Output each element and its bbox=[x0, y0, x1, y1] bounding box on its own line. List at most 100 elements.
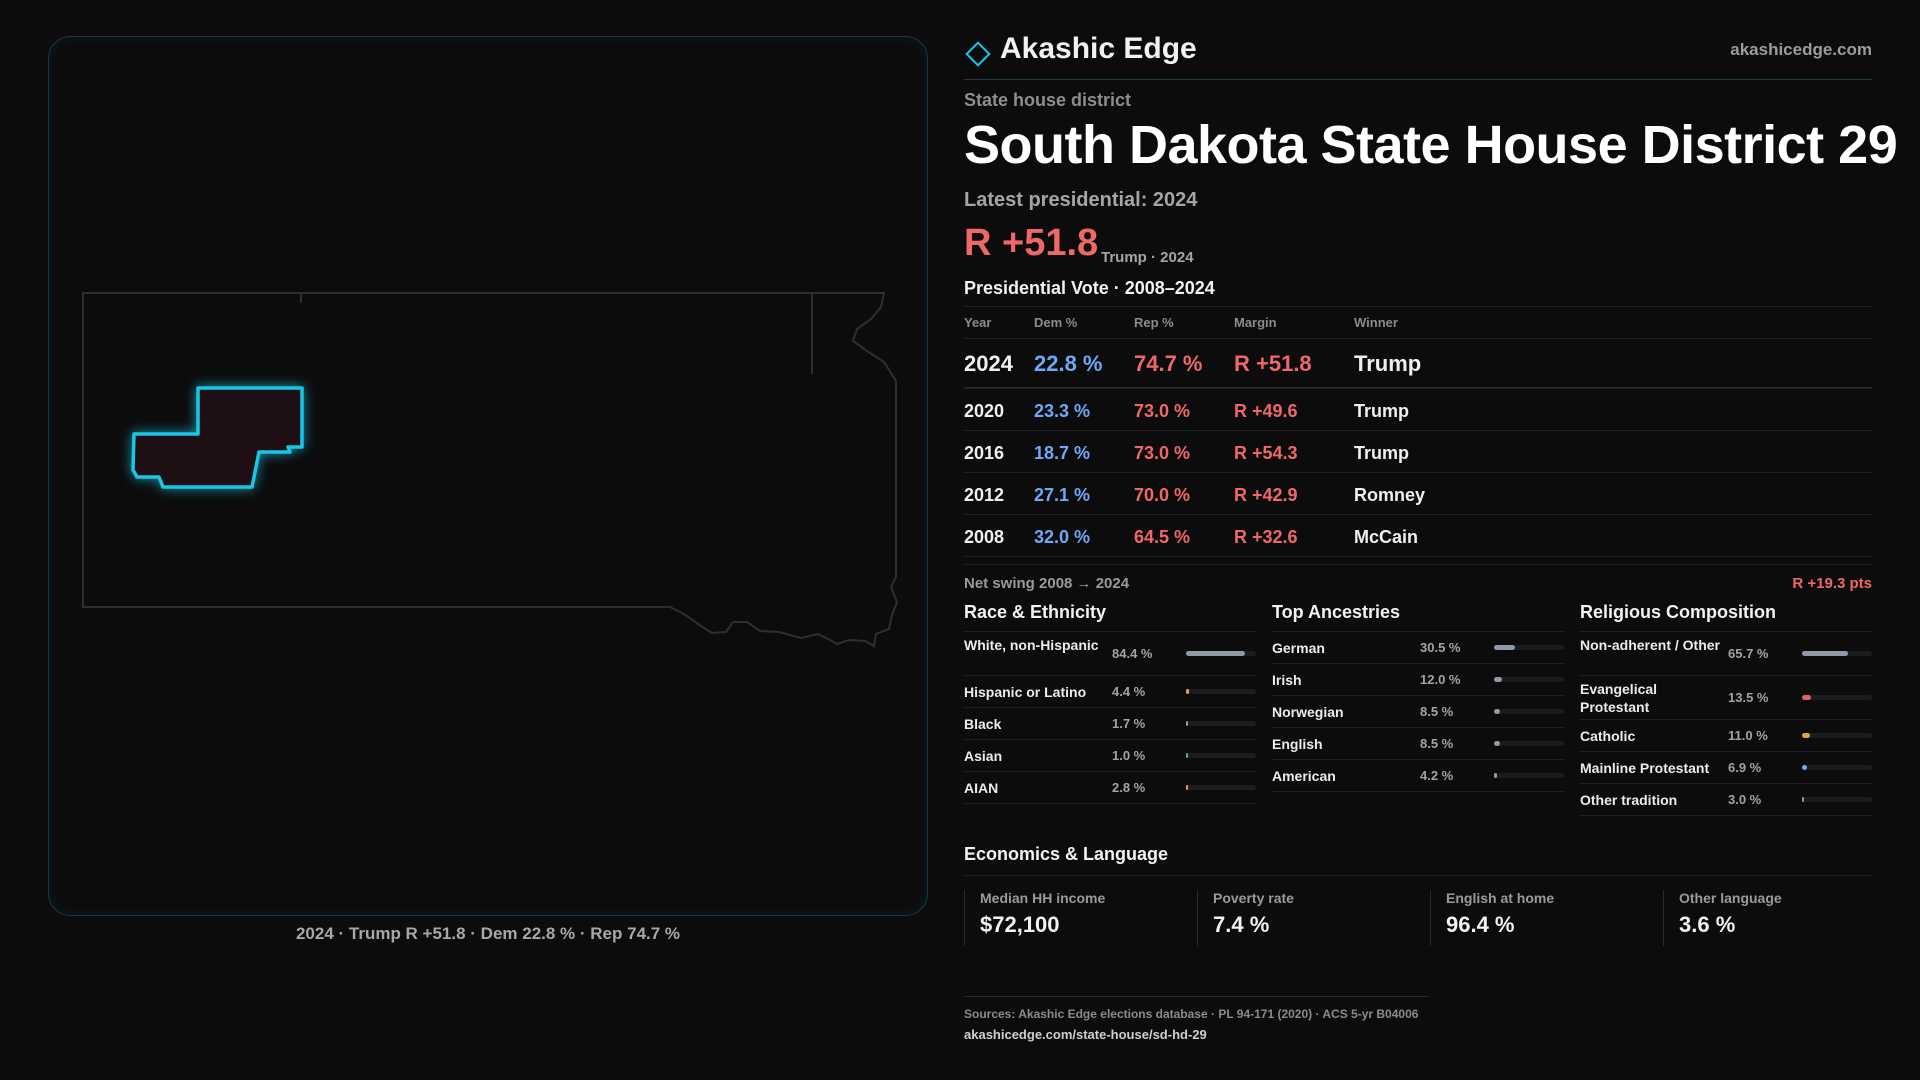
stat-value: 8.5 % bbox=[1420, 736, 1454, 751]
winner-cell: Trump bbox=[1354, 443, 1410, 463]
net-swing-value: R +19.3 pts bbox=[1792, 575, 1872, 592]
stat-bar bbox=[1186, 753, 1256, 758]
stat-bar bbox=[1802, 733, 1872, 738]
year-cell: 2012 bbox=[964, 485, 1005, 505]
district-shape[interactable] bbox=[131, 386, 304, 489]
dem-cell: 27.1 % bbox=[1034, 485, 1091, 505]
stat-bar-fill bbox=[1186, 753, 1188, 758]
stat-bar-fill bbox=[1802, 651, 1848, 656]
column-header-dem: Dem % bbox=[1034, 315, 1078, 330]
brand-header: Akashic Edge akashicedge.com bbox=[964, 30, 1872, 80]
map-panel[interactable] bbox=[48, 36, 928, 916]
dem-cell: 32.0 % bbox=[1034, 527, 1091, 547]
dem-cell: 23.3 % bbox=[1034, 401, 1091, 421]
econ-value: 96.4 % bbox=[1446, 912, 1515, 937]
list-item: Hispanic or Latino 4.4 % bbox=[964, 676, 1256, 708]
list-item: Catholic 11.0 % bbox=[1580, 720, 1872, 752]
stat-bar bbox=[1186, 721, 1256, 726]
list-item: Norwegian 8.5 % bbox=[1272, 696, 1564, 728]
net-swing-label: Net swing 2008 → 2024 bbox=[964, 575, 1130, 592]
list-item: American 4.2 % bbox=[1272, 760, 1564, 792]
stat-label: Other tradition bbox=[1580, 792, 1678, 808]
stat-label: White, non-Hispanic bbox=[964, 637, 1099, 653]
column-header-year: Year bbox=[964, 315, 992, 330]
econ-stat: Other language 3.6 % bbox=[1663, 890, 1872, 946]
stat-label: Evangelical Protestant bbox=[1580, 681, 1658, 715]
economics-heading: Economics & Language bbox=[964, 844, 1872, 876]
year-cell: 2008 bbox=[964, 527, 1005, 547]
margin-cell: R +42.9 bbox=[1234, 485, 1298, 505]
rep-cell: 64.5 % bbox=[1134, 527, 1191, 547]
stat-value: 11.0 % bbox=[1728, 728, 1768, 743]
stat-label: Hispanic or Latino bbox=[964, 684, 1087, 700]
econ-stat: English at home 96.4 % bbox=[1430, 890, 1650, 946]
econ-label: Poverty rate bbox=[1213, 890, 1294, 906]
winner-cell: McCain bbox=[1354, 527, 1419, 547]
stat-label: AIAN bbox=[964, 780, 999, 796]
stat-label: Mainline Protestant bbox=[1580, 760, 1710, 776]
stat-bar-fill bbox=[1802, 695, 1811, 700]
econ-value: 7.4 % bbox=[1213, 912, 1270, 937]
winner-cell: Trump bbox=[1354, 401, 1410, 421]
district-type: State house district bbox=[964, 90, 1132, 110]
margin-cell: R +54.3 bbox=[1234, 443, 1298, 463]
sources-text: Sources: Akashic Edge elections database… bbox=[964, 1007, 1419, 1021]
stat-bar-fill bbox=[1494, 645, 1515, 650]
stat-bar-fill bbox=[1494, 773, 1497, 778]
race-ethnicity-section: Race & Ethnicity White, non-Hispanic 84.… bbox=[964, 602, 1256, 804]
stat-label: Norwegian bbox=[1272, 704, 1344, 720]
list-item: English 8.5 % bbox=[1272, 728, 1564, 760]
stat-bar bbox=[1186, 785, 1256, 790]
stat-value: 4.4 % bbox=[1112, 684, 1146, 699]
column-header-rep: Rep % bbox=[1134, 315, 1174, 330]
table-row: 2020 23.3 % 73.0 % R +49.6 Trump bbox=[964, 388, 1872, 430]
stat-bar bbox=[1494, 741, 1564, 746]
winner-cell: Romney bbox=[1354, 485, 1426, 505]
table-row: 2012 27.1 % 70.0 % R +42.9 Romney bbox=[964, 472, 1872, 514]
table-row: 2024 22.8 % 74.7 % R +51.8 Trump bbox=[964, 338, 1872, 388]
stat-bar bbox=[1802, 765, 1872, 770]
list-item: Evangelical Protestant 13.5 % bbox=[1580, 676, 1872, 720]
stat-bar-fill bbox=[1494, 677, 1502, 682]
district-map[interactable] bbox=[49, 37, 929, 917]
brand-url-link[interactable]: akashicedge.com bbox=[1730, 40, 1872, 59]
year-cell: 2024 bbox=[964, 351, 1013, 376]
econ-stat: Poverty rate 7.4 % bbox=[1197, 890, 1417, 946]
table-header-row: Year Dem % Rep % Margin Winner bbox=[964, 306, 1872, 338]
state-outline bbox=[82, 292, 899, 648]
stat-bar-fill bbox=[1802, 733, 1810, 738]
table-row: 2008 32.0 % 64.5 % R +32.6 McCain bbox=[964, 514, 1872, 556]
stat-bar bbox=[1494, 709, 1564, 714]
stat-bar bbox=[1802, 651, 1872, 656]
list-item: German 30.5 % bbox=[1272, 632, 1564, 664]
stat-bar-fill bbox=[1186, 721, 1188, 726]
sources-footer: Sources: Akashic Edge elections database… bbox=[964, 996, 1429, 1042]
table-divider bbox=[964, 556, 1872, 564]
stat-value: 13.5 % bbox=[1728, 690, 1769, 705]
stat-bar bbox=[1802, 797, 1872, 802]
year-cell: 2016 bbox=[964, 443, 1005, 463]
stat-value: 8.5 % bbox=[1420, 704, 1454, 719]
econ-label: Median HH income bbox=[980, 890, 1106, 906]
stat-bar-fill bbox=[1186, 785, 1188, 790]
stat-label: Catholic bbox=[1580, 728, 1636, 744]
list-item: Non-adherent / Other 65.7 % bbox=[1580, 632, 1872, 676]
source-url-link[interactable]: akashicedge.com/state-house/sd-hd-29 bbox=[964, 1027, 1207, 1042]
stat-value: 65.7 % bbox=[1728, 646, 1769, 661]
stat-label: Black bbox=[964, 716, 1002, 732]
list-item: Mainline Protestant 6.9 % bbox=[1580, 752, 1872, 784]
info-panel: Akashic Edge akashicedge.com State house… bbox=[964, 0, 1898, 1080]
stat-label: Asian bbox=[964, 748, 1003, 764]
stat-bar-fill bbox=[1494, 709, 1500, 714]
ancestry-heading: Top Ancestries bbox=[1272, 602, 1564, 632]
stat-bar bbox=[1802, 695, 1872, 700]
stat-value: 84.4 % bbox=[1112, 646, 1153, 661]
stat-label: English bbox=[1272, 736, 1323, 752]
race-ethnicity-heading: Race & Ethnicity bbox=[964, 602, 1256, 632]
list-item: White, non-Hispanic 84.4 % bbox=[964, 632, 1256, 676]
stat-bar bbox=[1494, 773, 1564, 778]
list-item: Black 1.7 % bbox=[964, 708, 1256, 740]
margin-cell: R +32.6 bbox=[1234, 527, 1298, 547]
econ-value: 3.6 % bbox=[1679, 912, 1736, 937]
presidential-vote-heading: Presidential Vote · 2008–2024 bbox=[964, 278, 1215, 298]
